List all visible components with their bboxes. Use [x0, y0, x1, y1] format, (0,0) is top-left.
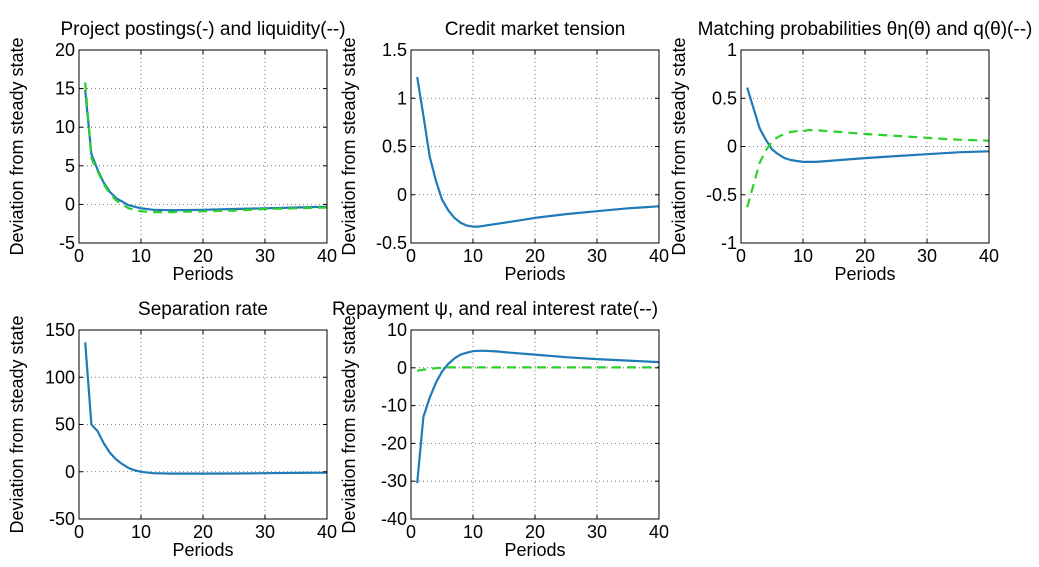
- x-axis-label: Periods: [504, 540, 565, 560]
- x-tick-label: 40: [649, 246, 669, 266]
- x-tick-label: 0: [736, 246, 746, 266]
- y-tick-label: -30: [381, 471, 407, 491]
- x-tick-label: 10: [131, 246, 151, 266]
- y-tick-label: -50: [49, 509, 75, 529]
- y-tick-label: -1: [721, 233, 737, 253]
- y-tick-label: 10: [387, 320, 407, 340]
- x-tick-label: 30: [587, 246, 607, 266]
- y-tick-label: -0.5: [376, 233, 407, 253]
- x-tick-label: 10: [463, 522, 483, 542]
- y-tick-label: 0: [397, 185, 407, 205]
- x-tick-label: 0: [74, 522, 84, 542]
- y-tick-label: 0.5: [382, 137, 407, 157]
- y-tick-label: 10: [55, 117, 75, 137]
- x-tick-label: 30: [917, 246, 937, 266]
- x-tick-label: 0: [406, 246, 416, 266]
- x-tick-label: 30: [255, 522, 275, 542]
- x-tick-label: 20: [525, 522, 545, 542]
- x-tick-label: 40: [979, 246, 999, 266]
- series-line-dashed: [84, 82, 328, 214]
- x-tick-label: 0: [74, 246, 84, 266]
- x-tick-label: 30: [587, 522, 607, 542]
- chart-title: Matching probabilities θη(θ) and q(θ)(--…: [698, 19, 1033, 40]
- x-tick-label: 10: [463, 246, 483, 266]
- y-tick-label: -40: [381, 509, 407, 529]
- y-axis-label: Deviation from steady state: [7, 315, 27, 533]
- y-axis-label: Deviation from steady state: [669, 37, 689, 255]
- x-tick-label: 20: [193, 246, 213, 266]
- x-tick-label: 40: [649, 522, 669, 542]
- chart-title: Repayment ψ, and real interest rate(--): [332, 299, 658, 320]
- x-tick-label: 10: [131, 522, 151, 542]
- x-axis-label: Periods: [172, 540, 233, 560]
- x-tick-label: 40: [317, 246, 337, 266]
- x-axis-label: Periods: [172, 264, 233, 284]
- y-tick-label: 5: [65, 156, 75, 176]
- y-tick-label: 20: [55, 40, 75, 60]
- x-tick-label: 40: [317, 522, 337, 542]
- y-tick-label: -10: [381, 396, 407, 416]
- x-tick-label: 0: [406, 522, 416, 542]
- series-line-dashed: [417, 366, 659, 372]
- y-tick-label: -5: [59, 233, 75, 253]
- y-axis-label: Deviation from steady state: [339, 315, 359, 533]
- series-line-solid: [416, 76, 660, 228]
- y-tick-label: 150: [45, 320, 75, 340]
- y-axis-label: Deviation from steady state: [339, 37, 359, 255]
- series-line-solid: [84, 342, 328, 475]
- y-tick-label: 0: [65, 194, 75, 214]
- series-line-solid: [84, 89, 328, 212]
- y-tick-label: 1: [397, 88, 407, 108]
- y-tick-label: 1.5: [382, 40, 407, 60]
- y-axis-label: Deviation from steady state: [7, 37, 27, 255]
- y-tick-label: 1: [727, 40, 737, 60]
- chart-title: Credit market tension: [445, 19, 626, 40]
- x-tick-label: 30: [255, 246, 275, 266]
- x-axis-label: Periods: [834, 264, 895, 284]
- y-tick-label: 0: [727, 137, 737, 157]
- y-tick-label: 50: [55, 415, 75, 435]
- y-tick-label: 100: [45, 367, 75, 387]
- chart-title: Separation rate: [138, 299, 268, 320]
- y-tick-label: 0: [397, 358, 407, 378]
- y-tick-label: 0: [65, 462, 75, 482]
- x-tick-label: 20: [525, 246, 545, 266]
- y-tick-label: -20: [381, 433, 407, 453]
- series-line-solid: [416, 349, 660, 484]
- y-tick-label: -0.5: [706, 185, 737, 205]
- y-tick-label: 0.5: [712, 88, 737, 108]
- x-axis-label: Periods: [504, 264, 565, 284]
- x-tick-label: 10: [793, 246, 813, 266]
- chart-title: Project postings(-) and liquidity(--): [60, 19, 345, 40]
- y-tick-label: 15: [55, 79, 75, 99]
- x-tick-label: 20: [193, 522, 213, 542]
- series-line-solid: [746, 87, 990, 163]
- series-line-dashed: [746, 129, 990, 208]
- x-tick-label: 20: [855, 246, 875, 266]
